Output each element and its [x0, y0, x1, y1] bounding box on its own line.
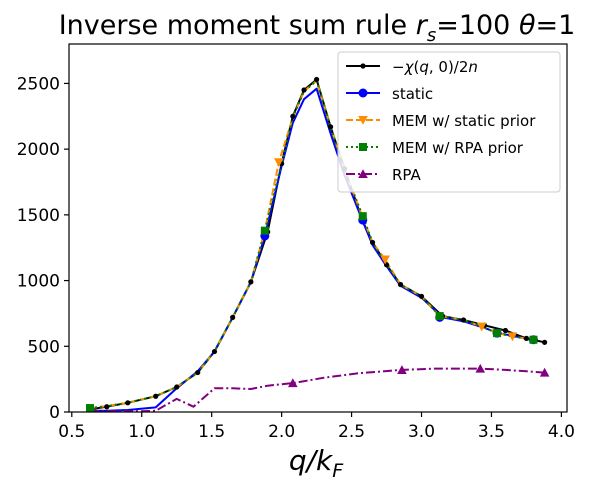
data-point-rpa	[397, 365, 407, 374]
data-point-q-0-2n	[301, 87, 307, 93]
x-tick-label: 4.0	[548, 422, 575, 442]
data-point-q-0-2n	[418, 293, 425, 299]
data-point-q-0-2n	[211, 348, 218, 355]
data-point-mem-w-rpa-prior	[260, 226, 269, 235]
legend-marker-mem-w-static-prior	[358, 116, 368, 125]
legend-label-mem-rpa: MEM w/ RPA prior	[392, 139, 524, 157]
data-point-q-0-2n	[290, 113, 296, 119]
data-point-q-0-2n	[314, 76, 320, 83]
y-tick-label: 1000	[17, 272, 60, 292]
y-tick-label: 0	[49, 403, 60, 423]
legend-label-chi: −χ(q, 0)/2n	[392, 58, 478, 76]
data-point-q-0-2n	[248, 279, 254, 285]
data-point-mem-w-static-prior	[476, 322, 487, 332]
data-point-mem-w-static-prior	[380, 255, 390, 265]
legend-swatches	[346, 63, 380, 178]
legend-label-rpa: RPA	[392, 166, 422, 184]
data-point-q-0-2n	[523, 335, 530, 341]
data-point-mem-w-rpa-prior	[493, 329, 502, 338]
legend-label-static: static	[392, 85, 433, 103]
x-tick-label: 3.0	[408, 422, 435, 442]
legend-marker-q-0-2n	[360, 63, 366, 69]
data-point-q-0-2n	[174, 384, 180, 390]
legend-marker-static	[358, 88, 368, 98]
data-point-q-0-2n	[195, 369, 201, 376]
x-tick-label: 2.5	[338, 422, 365, 442]
data-point-q-0-2n	[104, 404, 110, 410]
x-tick-label: 1.0	[128, 422, 155, 442]
data-point-q-0-2n	[369, 239, 376, 246]
data-point-q-0-2n	[327, 124, 334, 130]
data-point-mem-w-rpa-prior	[435, 312, 444, 321]
legend-frame	[337, 51, 561, 193]
data-point-q-0-2n	[125, 400, 131, 406]
data-point-mem-w-rpa-prior	[85, 404, 94, 413]
data-point-rpa	[475, 363, 486, 373]
legend-label-mem-static: MEM w/ static prior	[392, 112, 536, 130]
data-point-q-0-2n	[230, 314, 236, 320]
marker-layer	[85, 76, 550, 413]
legend: −χ(q, 0)/2n static MEM w/ static prior M…	[337, 51, 561, 193]
data-point-q-0-2n	[397, 281, 404, 288]
data-point-q-0-2n	[502, 327, 509, 334]
x-tick-label: 0.5	[58, 422, 85, 442]
data-point-rpa	[288, 378, 298, 388]
y-tick-label: 500	[28, 337, 60, 357]
x-tick-label: 1.5	[198, 422, 225, 442]
y-axis: 0 500 1000 1500 2000 2500	[17, 74, 69, 423]
y-tick-label: 2500	[17, 74, 60, 94]
data-point-rpa	[539, 367, 550, 377]
legend-marker-mem-w-rpa-prior	[359, 143, 367, 151]
series-line-static	[90, 87, 534, 412]
data-point-mem-w-static-prior	[274, 158, 284, 168]
x-axis-label: q/kF	[289, 444, 344, 482]
legend-marker-rpa	[358, 169, 368, 178]
series-line-rpa	[90, 367, 545, 412]
data-point-q-0-2n	[153, 393, 159, 399]
x-tick-label: 2.0	[268, 422, 295, 442]
x-axis: 0.5 1.0 1.5 2.0 2.5 3.0 3.5 4.0	[58, 412, 575, 442]
data-point-mem-w-static-prior	[507, 332, 518, 342]
plot-frame	[68, 43, 568, 413]
y-tick-label: 2000	[17, 140, 60, 160]
chart-title: Inverse moment sum rule rs=100 θ=1	[59, 10, 576, 46]
x-tick-label: 3.5	[478, 422, 505, 442]
data-point-mem-w-rpa-prior	[529, 335, 538, 344]
data-point-mem-w-rpa-prior	[358, 212, 367, 221]
data-point-q-0-2n	[460, 317, 467, 323]
data-point-q-0-2n	[542, 339, 548, 345]
y-tick-label: 1500	[17, 206, 60, 226]
